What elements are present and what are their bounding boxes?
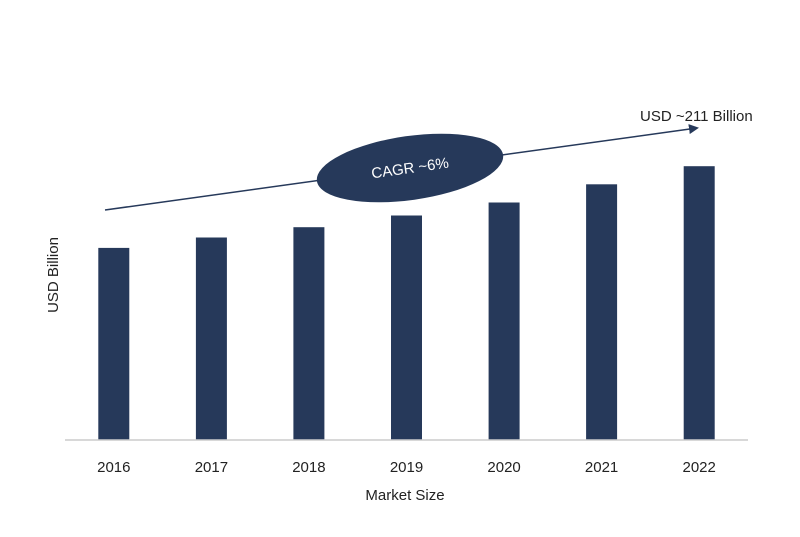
y-axis-title: USD Billion [45,237,62,313]
x-tick-label-2019: 2019 [390,459,423,476]
bar-2019 [391,215,422,440]
x-tick-label-2022: 2022 [683,459,716,476]
x-tick-label-2018: 2018 [292,459,325,476]
bar-2020 [488,202,520,440]
x-tick-label-2017: 2017 [195,459,228,476]
bar-2018 [293,227,325,440]
bar-2021 [586,184,618,440]
end-value-label: USD ~211 Billion [640,108,753,125]
bars-layer [98,166,715,440]
x-tick-labels: 2016 2017 2018 2019 2020 2021 2022 [97,459,716,476]
bar-2017 [195,237,227,440]
bar-2016 [98,247,130,440]
x-axis-title: Market Size [365,487,444,504]
x-tick-label-2016: 2016 [97,459,130,476]
bar-2022 [683,166,715,440]
x-tick-label-2021: 2021 [585,459,618,476]
x-tick-label-2020: 2020 [487,459,520,476]
cagr-ellipse [316,133,504,203]
